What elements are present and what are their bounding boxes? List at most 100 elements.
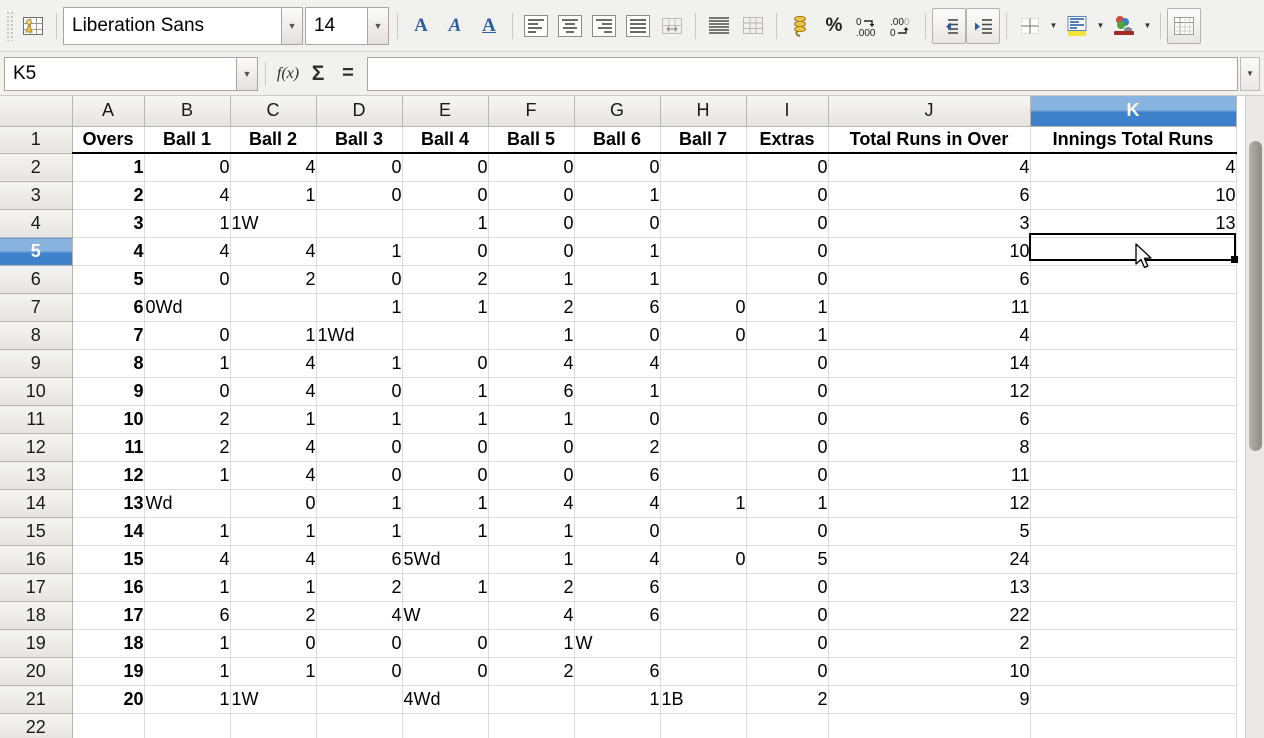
cell-K19[interactable] [1030, 629, 1237, 658]
cell-D2[interactable]: 0 [316, 153, 403, 182]
cell-E18[interactable]: W [402, 601, 489, 630]
row-header-6[interactable]: 6 [0, 265, 73, 294]
cell-H3[interactable] [660, 181, 747, 210]
cell-C19[interactable]: 0 [230, 629, 317, 658]
cell-B5[interactable]: 4 [144, 237, 231, 266]
cell-F20[interactable]: 2 [488, 657, 575, 686]
cell-G17[interactable]: 6 [574, 573, 661, 602]
cell-D14[interactable]: 1 [316, 489, 403, 518]
cell-A9[interactable]: 8 [72, 349, 145, 378]
cell-J10[interactable]: 12 [828, 377, 1031, 406]
formula-input[interactable] [367, 56, 1238, 91]
cell-I6[interactable]: 0 [746, 265, 829, 294]
cell-F8[interactable]: 1 [488, 321, 575, 350]
align-center-icon[interactable] [553, 8, 587, 44]
table-row[interactable]: 13 12 1 4 0 0 0 6 0 11 [0, 461, 1237, 490]
cell-B16[interactable]: 4 [144, 545, 231, 574]
cell-E12[interactable]: 0 [402, 433, 489, 462]
conditional-formatting-dropdown-arrow-icon[interactable]: ▼ [1143, 21, 1152, 30]
cell-D9[interactable]: 1 [316, 349, 403, 378]
cell-A17[interactable]: 16 [72, 573, 145, 602]
cell-D19[interactable]: 0 [316, 629, 403, 658]
table-row[interactable]: 14 13 Wd 0 1 1 4 4 1 1 12 [0, 489, 1237, 518]
cell-F14[interactable]: 4 [488, 489, 575, 518]
cell-E1[interactable]: Ball 4 [402, 126, 489, 154]
table-row[interactable]: 1 Overs Ball 1 Ball 2 Ball 3 Ball 4 Ball 5 Ball… [0, 125, 1237, 154]
cell-H9[interactable] [660, 349, 747, 378]
cell-F15[interactable]: 1 [488, 517, 575, 546]
font-name-combobox[interactable]: ▼ [63, 6, 303, 45]
cell-C16[interactable]: 4 [230, 545, 317, 574]
cell-B2[interactable]: 0 [144, 153, 231, 182]
cell-B20[interactable]: 1 [144, 657, 231, 686]
cell-J16[interactable]: 24 [828, 545, 1031, 574]
cell-A7[interactable]: 6 [72, 293, 145, 322]
cell-B11[interactable]: 2 [144, 405, 231, 434]
cell-G19[interactable]: W [574, 629, 661, 658]
row-header-8[interactable]: 8 [0, 321, 73, 350]
row-header-10[interactable]: 10 [0, 377, 73, 406]
freeze-rows-columns-icon[interactable] [1167, 7, 1201, 44]
cell-B21[interactable]: 1 [144, 685, 231, 714]
cell-H15[interactable] [660, 517, 747, 546]
italic-icon[interactable]: A [448, 14, 462, 36]
table-row[interactable]: 19 18 1 0 0 0 1 W 0 2 [0, 629, 1237, 658]
cell-K12[interactable] [1030, 433, 1237, 462]
cell-D7[interactable]: 1 [316, 293, 403, 322]
align-right-icon[interactable] [587, 8, 621, 44]
cell-F22[interactable] [488, 713, 575, 738]
cell-B9[interactable]: 1 [144, 349, 231, 378]
cell-C1[interactable]: Ball 2 [230, 126, 317, 154]
name-box-input[interactable] [4, 56, 236, 91]
table-row[interactable]: 21 20 1 1W 4Wd 1 1B 2 9 [0, 685, 1237, 714]
cell-C22[interactable] [230, 713, 317, 738]
cell-B14[interactable]: Wd [144, 489, 231, 518]
cell-D21[interactable] [316, 685, 403, 714]
column-header-g[interactable]: G [574, 96, 661, 127]
cell-G16[interactable]: 4 [574, 545, 661, 574]
cell-E19[interactable]: 0 [402, 629, 489, 658]
row-header-17[interactable]: 17 [0, 573, 73, 602]
cell-A16[interactable]: 15 [72, 545, 145, 574]
add-decimal-icon[interactable]: 0 .000 [851, 8, 885, 44]
cell-G3[interactable]: 1 [574, 181, 661, 210]
table-row[interactable]: 5 4 4 4 1 0 0 1 0 10 [0, 237, 1237, 266]
cell-D8[interactable]: 1Wd [316, 321, 403, 350]
cell-D12[interactable]: 0 [316, 433, 403, 462]
cell-H6[interactable] [660, 265, 747, 294]
cell-K7[interactable] [1030, 293, 1237, 322]
table-row[interactable]: 12 11 2 4 0 0 0 2 0 8 [0, 433, 1237, 462]
cell-G6[interactable]: 1 [574, 265, 661, 294]
row-header-20[interactable]: 20 [0, 657, 73, 686]
cell-C8[interactable]: 1 [230, 321, 317, 350]
cell-A19[interactable]: 18 [72, 629, 145, 658]
font-name-dropdown-arrow-icon[interactable]: ▼ [281, 6, 303, 45]
cell-I5[interactable]: 0 [746, 237, 829, 266]
column-header-e[interactable]: E [402, 96, 489, 127]
cell-F6[interactable]: 1 [488, 265, 575, 294]
cell-H5[interactable] [660, 237, 747, 266]
cell-F12[interactable]: 0 [488, 433, 575, 462]
cell-K17[interactable] [1030, 573, 1237, 602]
cell-J1[interactable]: Total Runs in Over [828, 126, 1031, 154]
cell-J2[interactable]: 4 [828, 153, 1031, 182]
cell-C3[interactable]: 1 [230, 181, 317, 210]
cell-F4[interactable]: 0 [488, 209, 575, 238]
cell-H2[interactable] [660, 153, 747, 182]
row-header-21[interactable]: 21 [0, 685, 73, 714]
cell-A13[interactable]: 12 [72, 461, 145, 490]
cell-A8[interactable]: 7 [72, 321, 145, 350]
name-box[interactable]: ▼ [4, 56, 258, 91]
cell-G22[interactable] [574, 713, 661, 738]
font-size-dropdown-arrow-icon[interactable]: ▼ [367, 6, 389, 45]
cell-E22[interactable] [402, 713, 489, 738]
cell-A10[interactable]: 9 [72, 377, 145, 406]
underline-icon[interactable]: A [482, 14, 496, 36]
cell-F2[interactable]: 0 [488, 153, 575, 182]
cell-C6[interactable]: 2 [230, 265, 317, 294]
cell-I10[interactable]: 0 [746, 377, 829, 406]
currency-format-icon[interactable] [783, 8, 817, 44]
cell-G12[interactable]: 2 [574, 433, 661, 462]
cell-K21[interactable] [1030, 685, 1237, 714]
cell-J15[interactable]: 5 [828, 517, 1031, 546]
